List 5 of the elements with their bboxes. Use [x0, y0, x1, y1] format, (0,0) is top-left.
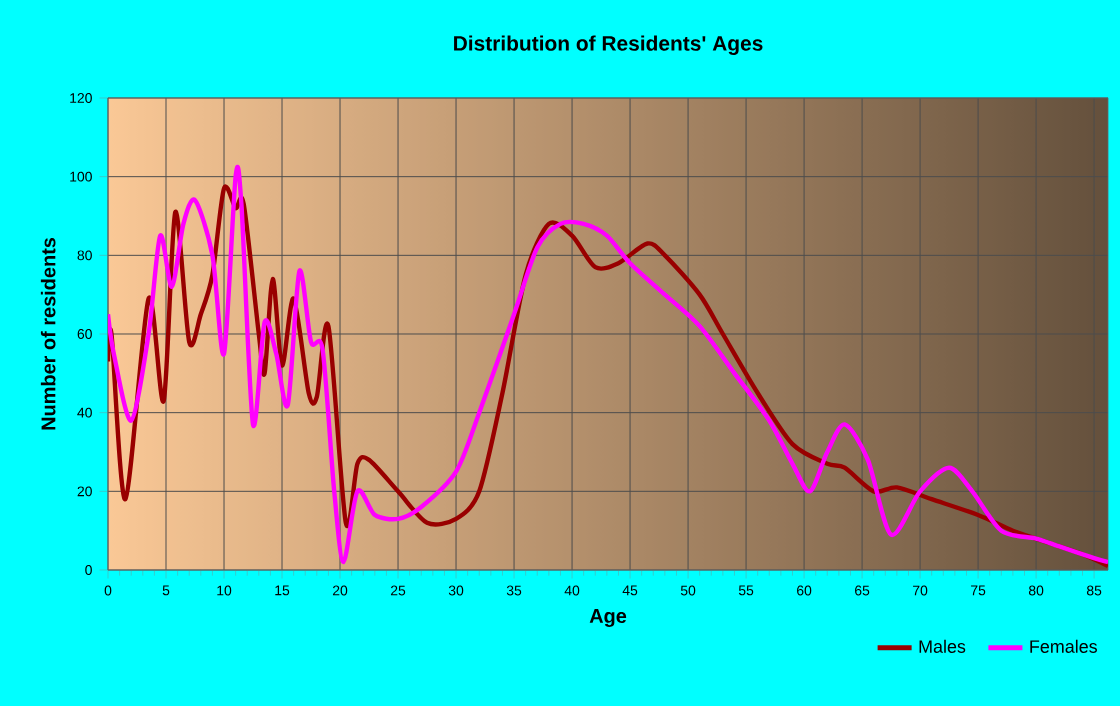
legend-label: Females: [1030, 639, 1097, 653]
legend-label: Males: [919, 639, 966, 653]
x-axis-title: Age: [589, 609, 627, 628]
y-axis-title: Number of residents: [40, 237, 56, 430]
chart-title: Distribution of Residents' Ages: [454, 35, 763, 55]
